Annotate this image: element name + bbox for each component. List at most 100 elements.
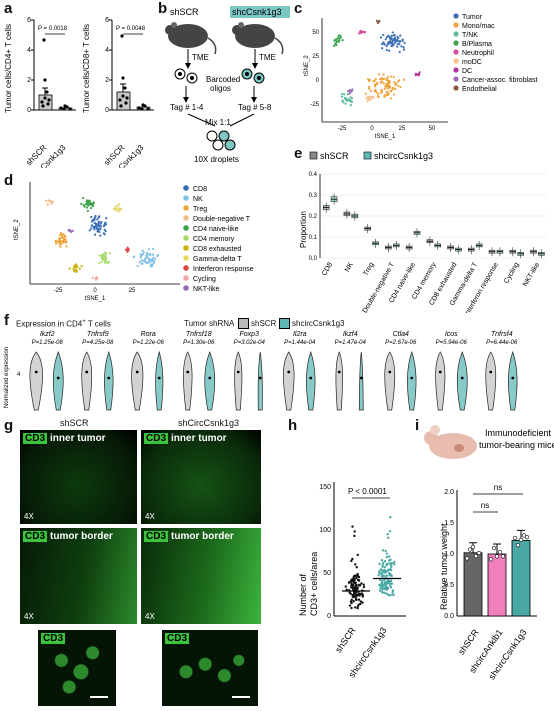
svg-text:4: 4 bbox=[105, 47, 109, 54]
tsne-point bbox=[63, 234, 66, 238]
tsne-point bbox=[93, 216, 97, 219]
tsne-point bbox=[65, 240, 68, 243]
data-point bbox=[392, 562, 396, 566]
gene-name: Ikzf2 bbox=[40, 331, 55, 338]
panel-label-c: c bbox=[294, 0, 303, 17]
data-point bbox=[476, 550, 482, 556]
legend-dot bbox=[183, 195, 189, 201]
data-point bbox=[383, 560, 387, 563]
legend-dot bbox=[183, 225, 189, 231]
tsne-point bbox=[51, 200, 54, 204]
tsne-point bbox=[156, 253, 160, 257]
svg-text:0.0: 0.0 bbox=[444, 613, 454, 620]
legend-dot bbox=[183, 205, 189, 211]
violin-shscr bbox=[485, 351, 497, 411]
data-point bbox=[473, 554, 479, 559]
x-tick-label: NK bbox=[344, 261, 355, 273]
tsne-point bbox=[88, 202, 91, 205]
tsne-point bbox=[142, 251, 145, 254]
data-point bbox=[356, 605, 360, 608]
data-point bbox=[355, 598, 358, 601]
tsne-point bbox=[80, 202, 83, 205]
tsne-point bbox=[60, 242, 63, 246]
legend-shscr: shSCR bbox=[320, 151, 349, 161]
tsne-point bbox=[378, 73, 381, 76]
panel-e-legend: shSCR shcircCsnk1g3 bbox=[309, 151, 433, 161]
data-point bbox=[354, 581, 357, 584]
panel-label-i: i bbox=[415, 417, 420, 434]
data-point bbox=[353, 534, 356, 538]
panel-a-left-pvalue: P = 0.0018 bbox=[38, 26, 68, 32]
legend-label: NK bbox=[193, 196, 203, 203]
tsne-point bbox=[394, 83, 398, 86]
data-point bbox=[348, 591, 351, 594]
legend-label: Endothelial bbox=[462, 86, 497, 93]
data-point bbox=[352, 600, 355, 603]
svg-text:0: 0 bbox=[105, 107, 109, 114]
tsne-point bbox=[401, 38, 404, 41]
x-tick-label: Treg bbox=[362, 261, 375, 277]
data-point bbox=[384, 571, 387, 574]
tsne-point bbox=[99, 228, 102, 231]
tsne-point bbox=[375, 83, 378, 86]
tsne-point bbox=[94, 222, 97, 225]
tsne-point bbox=[394, 88, 397, 91]
tsne-point bbox=[385, 48, 389, 52]
panel-b-schematic: shSCR shcCsnk1g3 TME TME Barcoded oligos… bbox=[165, 6, 290, 164]
legend-label: NKT-like bbox=[193, 286, 220, 293]
data-point bbox=[385, 563, 388, 566]
violin-shscr bbox=[435, 351, 446, 411]
panel-label-d: d bbox=[4, 172, 14, 189]
gene-name: Icos bbox=[445, 331, 458, 338]
tsne-point bbox=[117, 208, 120, 211]
tsne-point bbox=[390, 34, 393, 37]
x-tick-label: NKT-like bbox=[522, 261, 541, 287]
panel-b-shcirc-highlight bbox=[230, 6, 290, 18]
panel-b-barcoded-2: oligos bbox=[210, 84, 231, 93]
tsne-point bbox=[117, 203, 121, 206]
data-point bbox=[524, 535, 530, 540]
tsne-point bbox=[152, 262, 155, 265]
svg-text:TME: TME bbox=[259, 53, 276, 62]
tsne-point bbox=[88, 200, 92, 203]
tsne-point bbox=[90, 202, 93, 205]
tsne-point bbox=[90, 215, 93, 219]
tsne-point bbox=[149, 252, 152, 255]
tsne-point bbox=[87, 204, 90, 207]
tsne-point bbox=[147, 248, 151, 251]
tsne-point bbox=[153, 259, 156, 263]
tsne-point bbox=[377, 92, 380, 95]
data-point bbox=[391, 589, 395, 592]
data-point bbox=[393, 560, 396, 564]
data-point bbox=[357, 593, 361, 596]
tsne-point bbox=[100, 220, 103, 224]
legend-label: CD8 bbox=[193, 186, 207, 193]
panel-d-ylabel: tSNE_2 bbox=[14, 219, 20, 240]
violin-shscr bbox=[183, 351, 193, 411]
tsne-point bbox=[148, 258, 151, 261]
tsne-point bbox=[108, 252, 111, 255]
tsne-point bbox=[402, 48, 406, 51]
tsne-point bbox=[132, 256, 136, 259]
svg-text:2: 2 bbox=[27, 77, 31, 84]
data-point bbox=[353, 592, 356, 596]
panel-a-right-plot: Tumor cells/CD8+ T cells 0 2 4 6 P = 0.0… bbox=[82, 17, 154, 168]
svg-text:1.0: 1.0 bbox=[444, 551, 454, 558]
data-point bbox=[381, 586, 384, 589]
tsne-point bbox=[348, 92, 352, 95]
svg-text:shSCR: shSCR bbox=[333, 625, 358, 654]
data-point bbox=[381, 565, 384, 568]
tsne-point bbox=[403, 41, 406, 45]
tsne-point bbox=[104, 221, 107, 224]
panel-a-left-plot: Tumor cells/CD4+ T cells 0 2 4 6 P = 0.0… bbox=[4, 17, 76, 168]
data-point bbox=[355, 584, 358, 587]
tsne-point bbox=[387, 42, 390, 45]
gene-name: Ctla4 bbox=[393, 331, 409, 338]
panel-f-legend-shcirc: shcircCsnk1g3 bbox=[292, 319, 345, 328]
legend-dot bbox=[453, 22, 459, 28]
data-point bbox=[350, 559, 353, 563]
panel-d-xlabel: tSNE_1 bbox=[85, 296, 106, 302]
bar bbox=[487, 553, 507, 617]
tsne-point bbox=[385, 44, 388, 48]
panel-i-ylabel: Relative tumor weight bbox=[439, 523, 449, 610]
